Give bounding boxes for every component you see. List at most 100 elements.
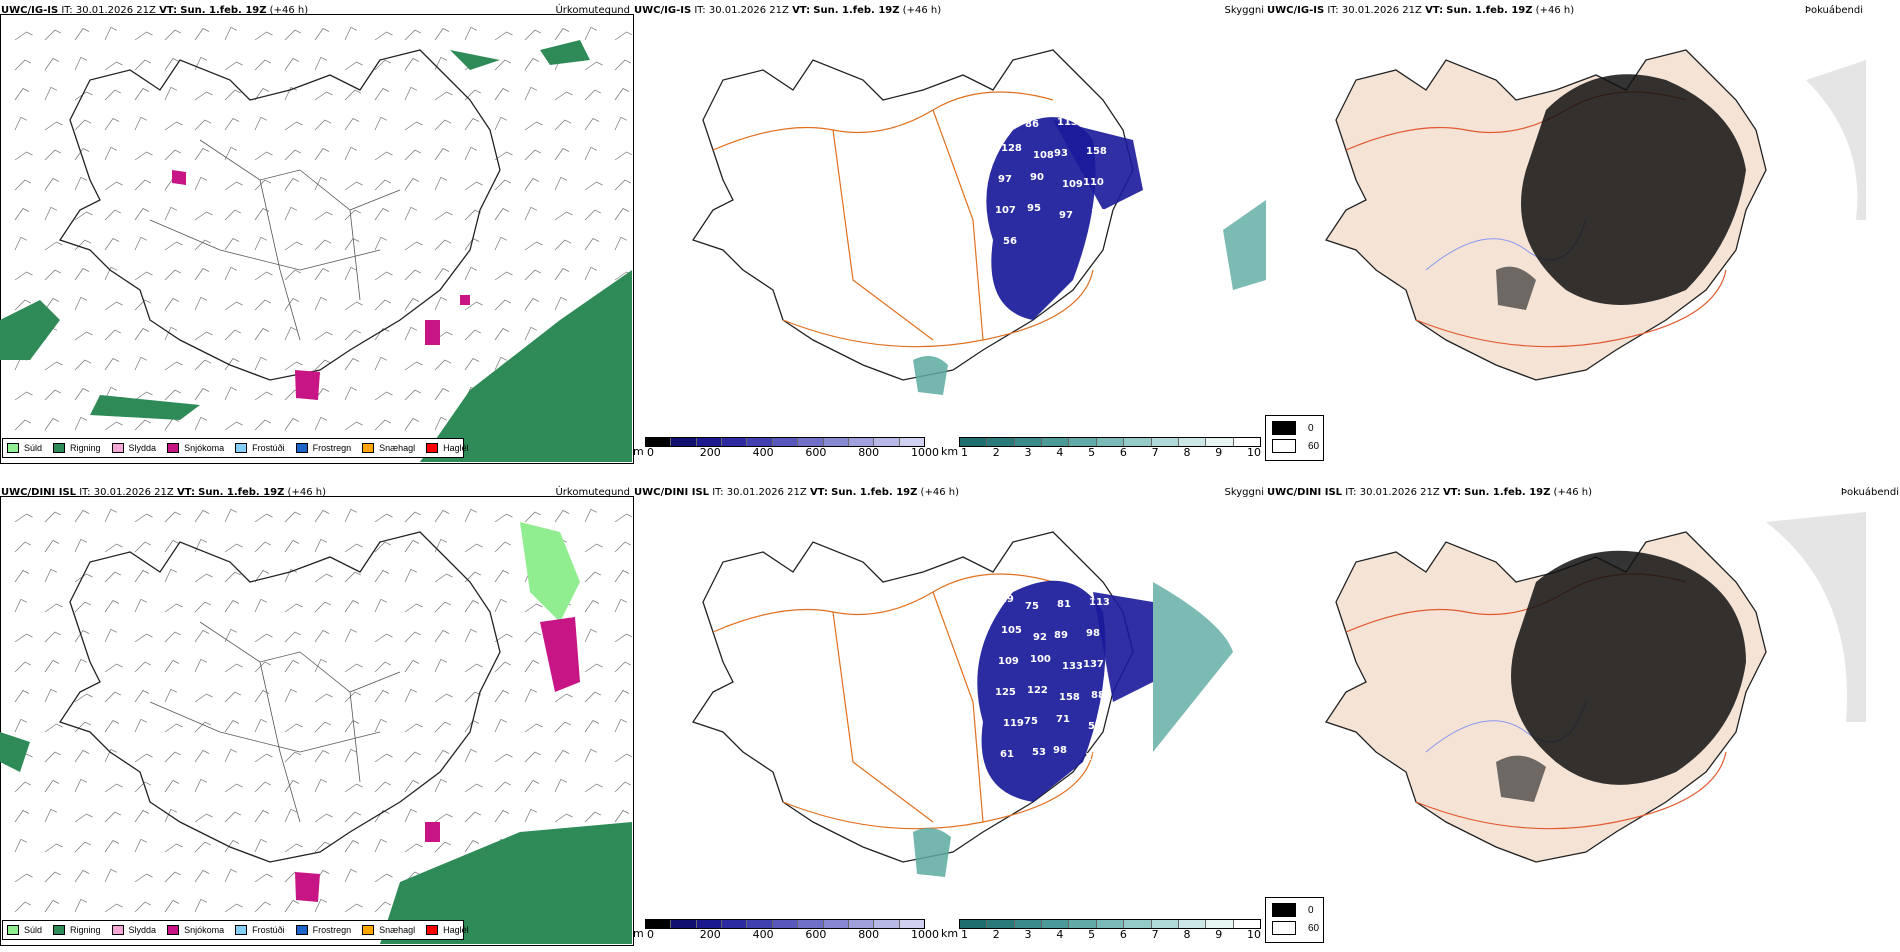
wind-barb [464,600,480,613]
wind-barb [404,326,418,341]
colorbar-tick-label: 5 [1088,446,1096,459]
cloud-base-label: 110 [1083,177,1104,188]
wind-barb [494,151,513,161]
wind-barb [164,149,182,161]
wind-barb [284,29,302,41]
iceland-outline [60,532,500,862]
cloud-base-label: 61 [1000,749,1014,760]
wind-barb [374,838,388,853]
wind-barb [44,871,62,883]
fog-legend-row: 60 [1272,439,1319,453]
wind-barb [254,753,273,763]
wind-barb [104,266,118,281]
colorbar-tick-label: 7 [1151,446,1159,459]
cloud-base-label: 93 [1054,148,1068,159]
wind-barb [344,840,360,853]
wind-barb [404,206,418,221]
wind-barb [74,148,90,161]
wind-barb [284,568,298,583]
wind-barb [584,720,600,733]
wind-barb [344,421,363,431]
wind-barb [344,783,363,793]
wind-barb [224,358,240,371]
wind-barb [224,543,243,553]
colorbar-tick-label: 5 [1088,928,1096,941]
cloud-base-label: 98 [1086,628,1100,639]
wind-barb [44,149,62,161]
wind-barb [224,571,242,583]
colorbar-tick-label: 0 [647,928,654,941]
wind-barb [404,751,422,763]
wind-barb [134,356,148,371]
wind-barb [614,88,630,101]
cloud-base-label: 92 [1033,632,1047,643]
fog-legend-row: 0 [1272,903,1314,917]
scale-unit: km [941,445,959,458]
cloud-base-label: 71 [1056,714,1070,725]
wind-barb [164,511,182,523]
wind-barb [404,149,422,161]
wind-barb [284,149,302,161]
wind-barb [74,211,93,221]
wind-barb [314,211,333,221]
wind-barb [14,838,28,853]
wind-barb [284,121,303,131]
cloud-base-label: 57 [1091,208,1105,219]
wind-barb [44,29,62,41]
wind-barb [104,146,118,161]
wind-barb [494,236,508,251]
wind-barb [44,58,60,71]
wind-barb [314,56,328,71]
wind-barb [344,811,362,823]
wind-barb [524,178,540,191]
wind-barb [224,238,240,251]
cloud-base-label: 98 [993,112,1007,123]
cloud-base-panel-row2: UWC/DINI ISL IT: 30.01.2026 21Z VT: Sun.… [633,482,1266,952]
wind-barb [404,86,418,101]
wind-barb [134,116,148,131]
wind-barb [494,356,508,371]
wind-barb [524,269,542,281]
wind-barb [134,753,153,763]
fog-map [1266,20,1866,430]
wind-barb [14,271,33,281]
wind-barb [374,328,390,341]
wind-barb [314,268,330,281]
wind-barb [524,780,540,793]
wind-barb [524,29,542,41]
wind-barb [224,89,242,101]
cloud-labels: 129 75 81 113 105 92 89 98 109 100 133 137 125 122 158… [993,594,1110,763]
cloud-base-label: 86 [1025,119,1039,130]
legend-item: Snjókoma [167,443,224,453]
wind-barb [374,236,388,251]
wind-barb [14,901,32,913]
colorbar-strip [959,437,1261,447]
wind-barb [434,601,452,613]
legend-item: Snjókoma [167,925,224,935]
wind-barb [254,901,272,913]
wind-barb [494,59,512,71]
product-title: Þokuábendi [1804,5,1863,16]
wind-barb [44,900,60,913]
wind-barb [14,633,33,643]
wind-barb [554,693,573,703]
wind-barb [254,810,270,823]
fog-legend: 0 60 [1265,897,1324,943]
wind-barb [314,296,328,311]
wind-barb [584,181,603,191]
wind-barb [374,31,393,41]
wind-barb [464,628,478,643]
cloud-base-map: 98 86 113 131 128 108 93 158 97 90 109 110 107 95 97 57… [633,20,1266,395]
wind-barb [494,208,510,221]
wind-barb [44,418,60,431]
wind-barb [614,718,628,733]
colorbar-tick-label: 600 [805,446,827,459]
precip-legend: Súld Rigning Slydda Snjókoma Frostúði Fr… [2,438,469,458]
wind-barb [224,118,240,131]
wind-barb [314,601,332,613]
wind-barb [254,838,268,853]
wind-barb [104,181,123,191]
wind-barb [134,179,152,191]
wind-barb [74,813,93,823]
wind-barb [524,603,543,613]
